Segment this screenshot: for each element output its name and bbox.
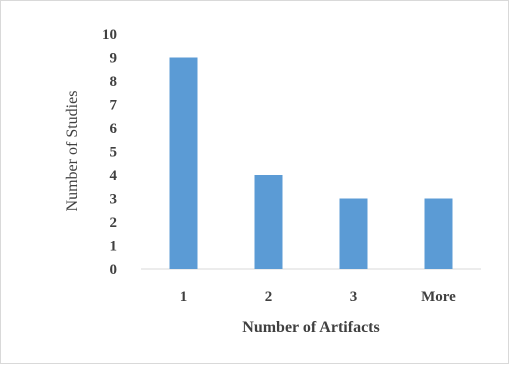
y-tick-label: 2: [110, 215, 118, 231]
y-axis-ticks: 0 1 2 3 4 5 6 7 8 9 10: [102, 27, 118, 278]
bar: [169, 57, 198, 269]
x-tick-label: 1: [180, 289, 188, 305]
bar: [424, 198, 453, 269]
y-tick-label: 3: [110, 192, 118, 208]
bar: [339, 198, 368, 269]
y-tick-label: 10: [102, 27, 117, 43]
x-axis-ticks: 1 2 3 More: [180, 289, 456, 305]
bars: [169, 57, 453, 269]
y-tick-label: 5: [110, 145, 118, 161]
x-axis-title: Number of Artifacts: [242, 319, 379, 336]
y-tick-label: 7: [110, 98, 118, 114]
y-tick-label: 4: [110, 168, 118, 184]
x-tick-label: 2: [265, 289, 273, 305]
y-tick-label: 0: [110, 262, 118, 278]
y-tick-label: 1: [110, 239, 118, 255]
x-tick-label: More: [421, 289, 456, 305]
y-tick-label: 8: [110, 74, 118, 90]
y-axis-title: Number of Studies: [64, 91, 81, 212]
bar: [254, 175, 283, 269]
y-tick-label: 6: [110, 121, 118, 137]
x-tick-label: 3: [350, 289, 358, 305]
y-tick-label: 9: [110, 51, 118, 67]
